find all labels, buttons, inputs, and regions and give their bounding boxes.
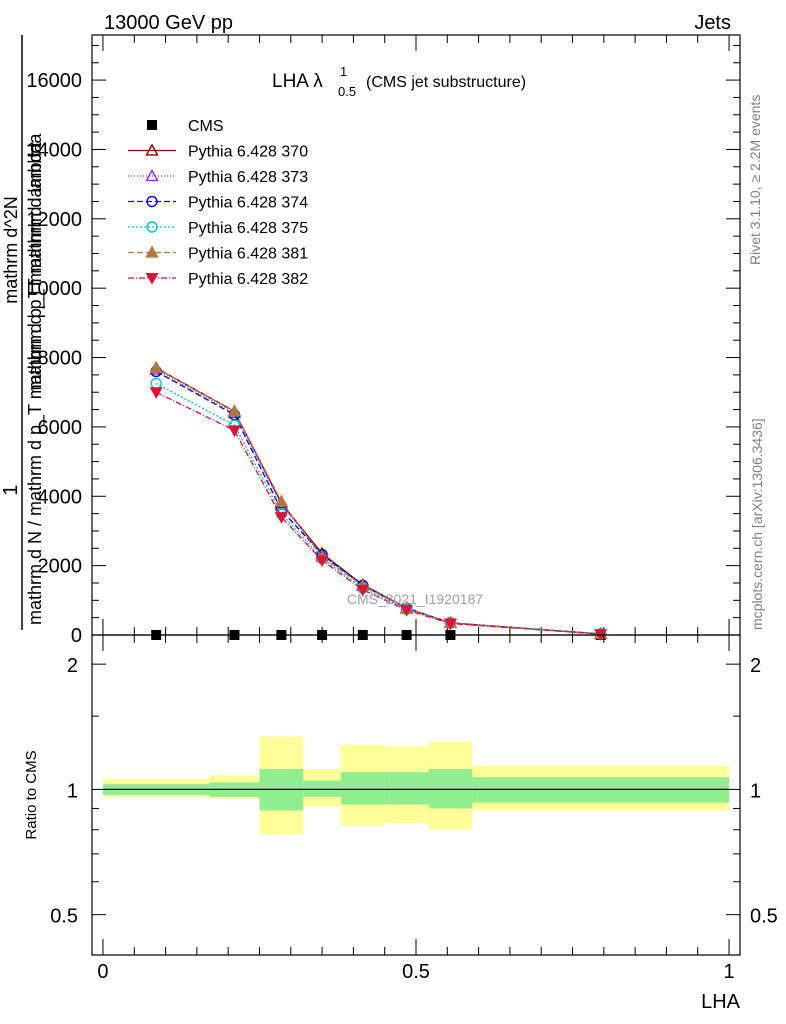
x-tick-label: 0.5 bbox=[402, 961, 430, 983]
ratio-y-tick-label-right: 0.5 bbox=[750, 906, 778, 928]
legend-label: CMS bbox=[188, 118, 224, 135]
y-label-numerator: 1 bbox=[0, 484, 22, 495]
legend-entry: Pythia 6.428 370 bbox=[128, 144, 308, 161]
legend-entry: Pythia 6.428 374 bbox=[128, 195, 308, 212]
series-line bbox=[155, 367, 601, 635]
legend-entry: CMS bbox=[147, 118, 224, 135]
x-tick-label: 0 bbox=[97, 961, 108, 983]
data-point bbox=[400, 605, 414, 617]
main-y-label: 1 mathrm d N / mathrm d p_T mathrm d p_T… bbox=[0, 35, 46, 630]
data-point bbox=[227, 425, 241, 438]
ratio-y-tick-label-right: 1 bbox=[750, 780, 761, 802]
x-tick-label: 1 bbox=[723, 961, 734, 983]
main-x-ticks bbox=[102, 35, 730, 635]
data-point bbox=[146, 195, 158, 208]
legend: CMS Pythia 6.428 370 Pythia 6.428 373 Pythi… bbox=[128, 118, 308, 288]
data-point bbox=[145, 143, 159, 156]
series-line bbox=[155, 382, 601, 635]
data-point bbox=[145, 245, 159, 258]
data-point bbox=[149, 361, 163, 374]
ratio-y-tick-label: 1 bbox=[67, 780, 78, 802]
legend-entry: Pythia 6.428 381 bbox=[128, 246, 308, 263]
series-line bbox=[155, 391, 601, 635]
y-tick-label: 16000 bbox=[26, 70, 82, 92]
ratio-bands bbox=[102, 736, 730, 835]
ratio-y-ticks: 0.5 0.5 1 1 2 2 bbox=[50, 655, 778, 928]
inner-band bbox=[384, 772, 429, 805]
ratio-y-tick-label: 0.5 bbox=[50, 906, 78, 928]
y-tick-label: 10000 bbox=[26, 278, 82, 300]
legend-label: Pythia 6.428 373 bbox=[188, 169, 308, 186]
series-line bbox=[155, 370, 601, 635]
data-point bbox=[274, 512, 288, 524]
data-point bbox=[145, 273, 159, 285]
main-title: LHA λ 1 0.5 (CMS jet substructure) bbox=[272, 64, 526, 99]
legend-label: Pythia 6.428 370 bbox=[188, 144, 308, 161]
ratio-y-tick-label: 2 bbox=[67, 655, 78, 677]
y-tick-label: 4000 bbox=[38, 486, 83, 508]
y-label-top-b: mathrm d p_T mathrm d lambda bbox=[25, 133, 46, 391]
data-point bbox=[145, 169, 159, 182]
mcplots-label: mcplots.cern.ch [arXiv:1306.3436] bbox=[749, 418, 765, 630]
ratio-x-ticks: 0 0.5 1 bbox=[97, 635, 735, 983]
data-point bbox=[274, 494, 289, 507]
legend-entry: Pythia 6.428 382 bbox=[128, 271, 308, 288]
data-point bbox=[356, 584, 370, 597]
y-label-denominator: mathrm d N / mathrm d p_T mathrm d p_T m… bbox=[25, 142, 46, 625]
data-point bbox=[443, 618, 457, 631]
rivet-label: Rivet 3.1.10, ≥ 2.2M events bbox=[747, 95, 763, 265]
inner-band bbox=[340, 772, 385, 805]
legend-entry: Pythia 6.428 375 bbox=[128, 220, 308, 237]
legend-label: Pythia 6.428 374 bbox=[188, 195, 308, 212]
main-y-ticks: 0 2000 4000 6000 8000 10000 12000 14000 16000 bbox=[26, 44, 740, 647]
series-6 bbox=[149, 387, 608, 641]
y-tick-label: 2000 bbox=[38, 556, 83, 578]
main-title-sub: 0.5 bbox=[338, 84, 356, 99]
legend-label: Pythia 6.428 375 bbox=[188, 220, 308, 237]
legend-entry: Pythia 6.428 373 bbox=[128, 169, 308, 186]
data-point bbox=[147, 120, 157, 130]
y-tick-label: 0 bbox=[71, 625, 82, 647]
x-axis-label: LHA bbox=[701, 991, 741, 1013]
main-title-text: LHA λ bbox=[272, 71, 323, 92]
watermark: CMS_2021_I1920187 bbox=[347, 591, 483, 607]
data-point bbox=[227, 404, 242, 417]
ratio-y-tick-label-right: 2 bbox=[750, 655, 761, 677]
data-point bbox=[149, 387, 163, 399]
ratio-y-label: Ratio to CMS bbox=[23, 750, 40, 839]
data-point bbox=[315, 555, 329, 568]
y-tick-label: 8000 bbox=[38, 348, 83, 370]
main-title-suffix: (CMS jet substructure) bbox=[366, 74, 526, 91]
y-tick-label: 14000 bbox=[26, 139, 82, 161]
legend-label: Pythia 6.428 382 bbox=[188, 271, 308, 288]
inner-band bbox=[428, 768, 473, 809]
data-point bbox=[146, 221, 158, 233]
main-title-sup: 1 bbox=[340, 64, 347, 79]
header-left: 13000 GeV pp bbox=[104, 12, 233, 34]
header-right: Jets bbox=[694, 12, 731, 34]
legend-label: Pythia 6.428 381 bbox=[188, 246, 308, 263]
y-label-top-a: mathrm d^2N bbox=[1, 196, 21, 303]
y-tick-label: 12000 bbox=[26, 209, 82, 231]
y-tick-label: 6000 bbox=[38, 417, 83, 439]
inner-band bbox=[303, 780, 341, 797]
